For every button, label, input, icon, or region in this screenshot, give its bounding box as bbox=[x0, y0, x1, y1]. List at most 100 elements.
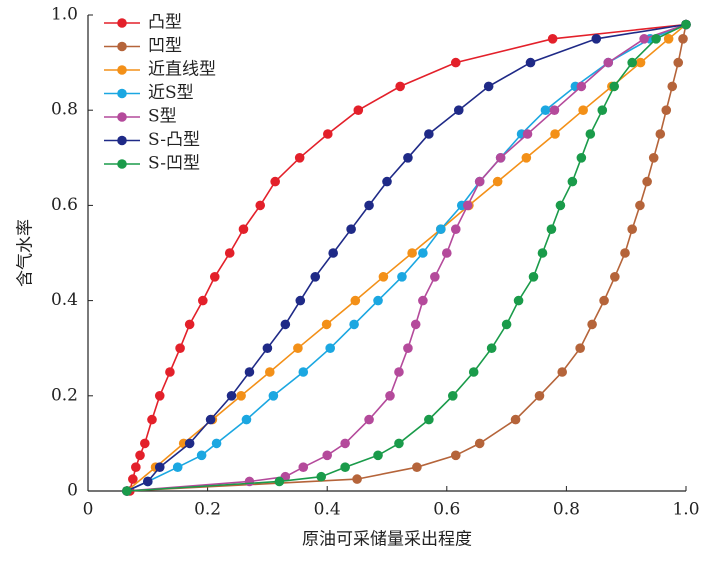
data-point bbox=[244, 476, 255, 487]
data-point bbox=[349, 319, 359, 330]
data-point bbox=[274, 476, 285, 487]
data-point bbox=[175, 343, 185, 354]
series-line bbox=[126, 23, 687, 492]
data-point bbox=[198, 295, 208, 306]
data-point bbox=[673, 57, 684, 68]
legend-label: 凹型 bbox=[148, 36, 182, 56]
data-point bbox=[135, 450, 145, 461]
data-point bbox=[648, 153, 659, 163]
data-point bbox=[627, 224, 637, 234]
data-point bbox=[293, 343, 303, 354]
data-point bbox=[316, 471, 327, 482]
x-tick-label: 0.6 bbox=[433, 500, 460, 520]
data-point bbox=[591, 34, 602, 44]
data-point bbox=[340, 462, 350, 473]
data-point bbox=[639, 34, 649, 44]
data-point bbox=[382, 176, 392, 187]
data-point bbox=[352, 474, 362, 484]
legend-marker bbox=[117, 135, 127, 146]
legend-marker bbox=[117, 65, 127, 75]
legend-marker bbox=[117, 41, 127, 52]
legend-label: S-凹型 bbox=[148, 154, 200, 174]
data-point bbox=[599, 295, 609, 306]
data-point bbox=[555, 200, 566, 211]
data-point bbox=[395, 81, 405, 92]
data-point bbox=[394, 367, 404, 377]
data-point bbox=[154, 391, 165, 401]
y-tick-label: 0.6 bbox=[51, 195, 78, 215]
y-tick-label: 0 bbox=[67, 481, 78, 501]
data-point bbox=[403, 153, 413, 163]
data-point bbox=[430, 272, 440, 282]
data-point bbox=[412, 462, 422, 473]
data-point bbox=[550, 129, 560, 139]
data-point bbox=[474, 176, 485, 187]
x-tick-label: 0.4 bbox=[314, 500, 341, 520]
data-point bbox=[364, 414, 374, 425]
data-point bbox=[241, 414, 252, 425]
data-point bbox=[528, 272, 539, 282]
data-point bbox=[521, 153, 532, 163]
data-point bbox=[597, 105, 608, 115]
data-point bbox=[407, 248, 417, 258]
data-point bbox=[468, 367, 479, 377]
x-axis-label: 原油可采储量采出程度 bbox=[302, 530, 472, 550]
data-point bbox=[540, 105, 551, 115]
data-point bbox=[450, 450, 461, 461]
data-point bbox=[131, 462, 141, 473]
data-point bbox=[513, 295, 524, 306]
data-point bbox=[172, 462, 183, 473]
data-point bbox=[620, 248, 630, 258]
data-point bbox=[424, 414, 434, 425]
data-point bbox=[436, 224, 446, 234]
data-point bbox=[295, 295, 306, 306]
x-tick-label: 0.2 bbox=[194, 500, 221, 520]
legend-marker bbox=[117, 159, 127, 169]
y-tick-label: 0.2 bbox=[51, 385, 78, 405]
data-point bbox=[264, 367, 275, 377]
legend-label: S-凸型 bbox=[148, 130, 200, 150]
data-point bbox=[226, 391, 237, 401]
data-point bbox=[184, 438, 195, 449]
data-point bbox=[495, 153, 506, 163]
data-point bbox=[147, 414, 157, 425]
data-point bbox=[154, 462, 165, 473]
y-tick-label: 0.8 bbox=[51, 100, 78, 120]
data-point bbox=[576, 81, 587, 92]
data-point bbox=[661, 105, 672, 115]
data-point bbox=[122, 486, 132, 496]
legend-marker bbox=[117, 18, 127, 28]
data-point bbox=[567, 176, 578, 187]
data-point bbox=[211, 438, 222, 449]
data-point bbox=[328, 248, 338, 258]
data-point bbox=[270, 176, 280, 187]
data-point bbox=[537, 248, 548, 258]
legend-label: 近S型 bbox=[148, 83, 194, 103]
data-point bbox=[128, 474, 138, 484]
data-point bbox=[663, 34, 674, 44]
data-point bbox=[364, 200, 374, 211]
data-point bbox=[546, 224, 557, 234]
data-point bbox=[462, 200, 473, 211]
data-point bbox=[378, 272, 389, 282]
data-point bbox=[143, 476, 153, 487]
data-point bbox=[410, 319, 421, 330]
y-tick-label: 0.4 bbox=[51, 290, 78, 310]
data-point bbox=[280, 319, 291, 330]
data-point bbox=[557, 367, 568, 377]
data-point bbox=[340, 438, 350, 449]
data-point bbox=[547, 34, 558, 44]
data-point bbox=[268, 391, 279, 401]
y-tick-label: 1.0 bbox=[51, 5, 78, 25]
data-point bbox=[196, 450, 207, 461]
data-point bbox=[255, 200, 266, 211]
data-point bbox=[209, 272, 220, 282]
data-point bbox=[534, 391, 545, 401]
data-point bbox=[298, 367, 309, 377]
data-point bbox=[522, 129, 533, 139]
data-point bbox=[587, 319, 597, 330]
data-point bbox=[453, 105, 464, 115]
data-point bbox=[667, 81, 678, 92]
data-point bbox=[403, 343, 413, 354]
